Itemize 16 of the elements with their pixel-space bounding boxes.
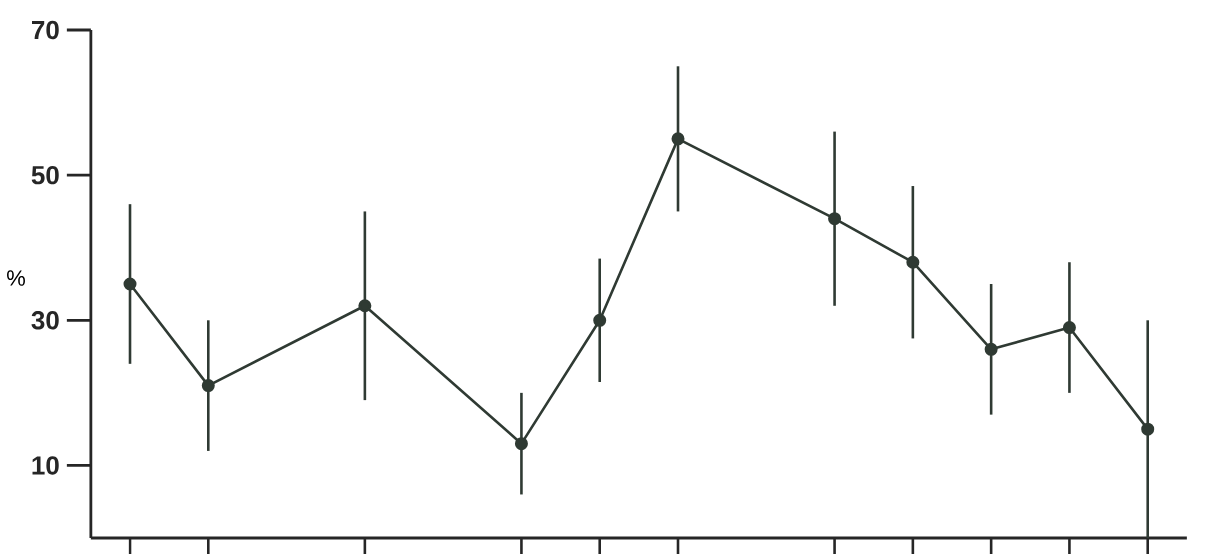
- point: [828, 212, 842, 226]
- point: [514, 437, 528, 451]
- y-tick-label: 30: [31, 311, 59, 330]
- point: [593, 313, 607, 327]
- point: [984, 342, 998, 356]
- y-axis-title: %: [7, 270, 25, 286]
- y-tick-label: 10: [32, 456, 59, 475]
- y-tick-label: 50: [31, 165, 59, 185]
- point: [123, 277, 137, 291]
- y-tick-label: 70: [32, 20, 59, 40]
- point: [671, 132, 685, 146]
- point: [906, 255, 920, 269]
- point: [201, 379, 215, 393]
- point: [1062, 321, 1076, 335]
- point: [1141, 422, 1155, 436]
- point: [358, 299, 372, 313]
